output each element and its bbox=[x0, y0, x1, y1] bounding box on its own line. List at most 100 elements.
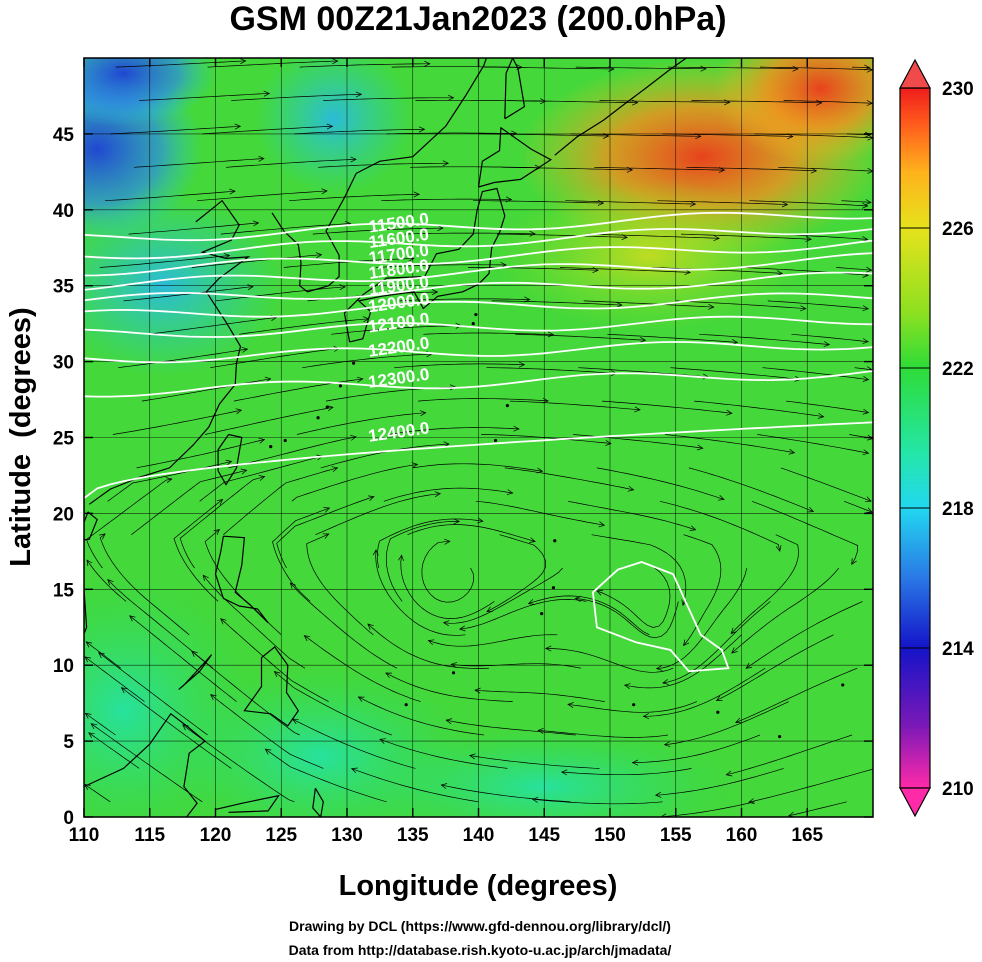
y-tick-label: 25 bbox=[53, 429, 75, 450]
streamline bbox=[428, 634, 558, 647]
streamline bbox=[394, 363, 525, 369]
wind-arrow bbox=[866, 507, 873, 513]
streamline bbox=[602, 400, 732, 414]
wind-arrow bbox=[506, 489, 514, 496]
wind-arrow bbox=[252, 220, 260, 227]
streamline bbox=[757, 434, 869, 454]
wind-arrow bbox=[442, 160, 450, 167]
wind-arrow bbox=[684, 269, 691, 276]
wind-arrow bbox=[865, 199, 872, 206]
streamline bbox=[351, 768, 479, 803]
streamline bbox=[88, 732, 140, 769]
coastline-segment bbox=[243, 646, 300, 727]
streamline bbox=[624, 634, 742, 689]
streamline bbox=[699, 333, 830, 345]
streamline bbox=[315, 493, 441, 536]
wind-arrow bbox=[235, 408, 243, 415]
streamline bbox=[131, 469, 247, 535]
wind-arrow bbox=[107, 579, 114, 586]
closed-contour bbox=[591, 561, 730, 673]
wind-arrow bbox=[807, 506, 815, 513]
wind-arrow bbox=[418, 126, 426, 133]
streamline bbox=[694, 400, 824, 418]
wind-arrow bbox=[182, 724, 189, 731]
wind-arrow bbox=[851, 558, 857, 566]
streamline bbox=[210, 347, 340, 369]
wind-arrow bbox=[529, 537, 536, 543]
streamline bbox=[632, 734, 761, 764]
wind-arrow bbox=[323, 507, 331, 513]
colorbar-tick-label: 230 bbox=[942, 79, 974, 100]
wind-arrow bbox=[379, 738, 387, 744]
streamline bbox=[659, 500, 781, 552]
island-marker bbox=[540, 611, 544, 616]
wind-arrow bbox=[258, 437, 266, 444]
wind-arrow bbox=[823, 341, 831, 348]
wind-arrow bbox=[229, 188, 236, 195]
x-tick-label: 125 bbox=[265, 825, 297, 846]
wind-arrow bbox=[210, 694, 217, 701]
streamline bbox=[375, 549, 466, 636]
wind-arrow bbox=[216, 498, 224, 506]
streamline bbox=[276, 496, 375, 569]
streamline bbox=[469, 755, 600, 769]
streamline bbox=[294, 128, 425, 135]
wind-arrow bbox=[862, 449, 870, 456]
wind-arrow bbox=[273, 670, 281, 678]
island-marker bbox=[283, 438, 287, 443]
streamline bbox=[836, 267, 872, 271]
coastline-segment bbox=[215, 794, 280, 813]
colorbar-min-arrow bbox=[898, 787, 932, 818]
wind-arrow bbox=[725, 770, 733, 777]
streamline bbox=[129, 615, 237, 702]
streamline bbox=[788, 801, 847, 817]
streamline bbox=[643, 667, 766, 717]
wind-arrow bbox=[213, 528, 221, 536]
credit-dcl: Drawing by DCL (https://www.gfd-dennou.o… bbox=[289, 918, 671, 934]
wind-arrow bbox=[861, 202, 869, 209]
x-tick-label: 165 bbox=[791, 825, 823, 846]
colorbar-tick-label: 218 bbox=[942, 499, 974, 520]
contour-line bbox=[84, 252, 873, 291]
wind-arrow bbox=[315, 252, 323, 259]
streamline bbox=[323, 97, 454, 101]
wind-arrow bbox=[84, 656, 91, 663]
y-tick-label: 0 bbox=[63, 808, 74, 829]
wind-arrow bbox=[547, 331, 555, 338]
island-marker bbox=[890, 708, 893, 711]
streamline bbox=[207, 60, 338, 68]
wind-arrow bbox=[129, 615, 136, 622]
streamline bbox=[656, 567, 748, 670]
streamline bbox=[225, 158, 357, 168]
streamline bbox=[147, 317, 277, 335]
wind-arrow bbox=[263, 90, 271, 97]
y-tick-label: 10 bbox=[53, 656, 74, 677]
streamline bbox=[239, 318, 369, 335]
wind-arrow bbox=[468, 753, 476, 760]
temperature-anomaly-region bbox=[84, 58, 216, 127]
streamline bbox=[745, 601, 863, 669]
wind-arrow bbox=[518, 361, 526, 368]
wind-arrow bbox=[537, 727, 544, 734]
plot-area: 11500.011600.011700.011800.011900.012000… bbox=[84, 58, 893, 817]
streamline bbox=[386, 132, 517, 135]
wind-arrow bbox=[527, 599, 535, 605]
streamline bbox=[657, 200, 788, 205]
streamline bbox=[583, 300, 714, 308]
wind-arrow bbox=[447, 94, 455, 101]
streamline bbox=[302, 353, 432, 369]
wind-arrow bbox=[574, 596, 582, 602]
streamline bbox=[504, 467, 634, 491]
streamline bbox=[491, 300, 622, 306]
wind-arrow bbox=[713, 235, 720, 242]
geopotential-contours: 11500.011600.011700.011800.011900.012000… bbox=[84, 209, 873, 673]
streamline bbox=[451, 663, 582, 669]
streamline bbox=[570, 133, 701, 137]
island-marker bbox=[451, 671, 456, 675]
wind-arrow bbox=[350, 767, 358, 774]
wind-arrow bbox=[567, 702, 574, 708]
x-tick-label: 140 bbox=[463, 825, 495, 846]
streamline bbox=[664, 701, 789, 746]
streamline bbox=[507, 100, 638, 104]
coastline-segment bbox=[217, 433, 243, 486]
